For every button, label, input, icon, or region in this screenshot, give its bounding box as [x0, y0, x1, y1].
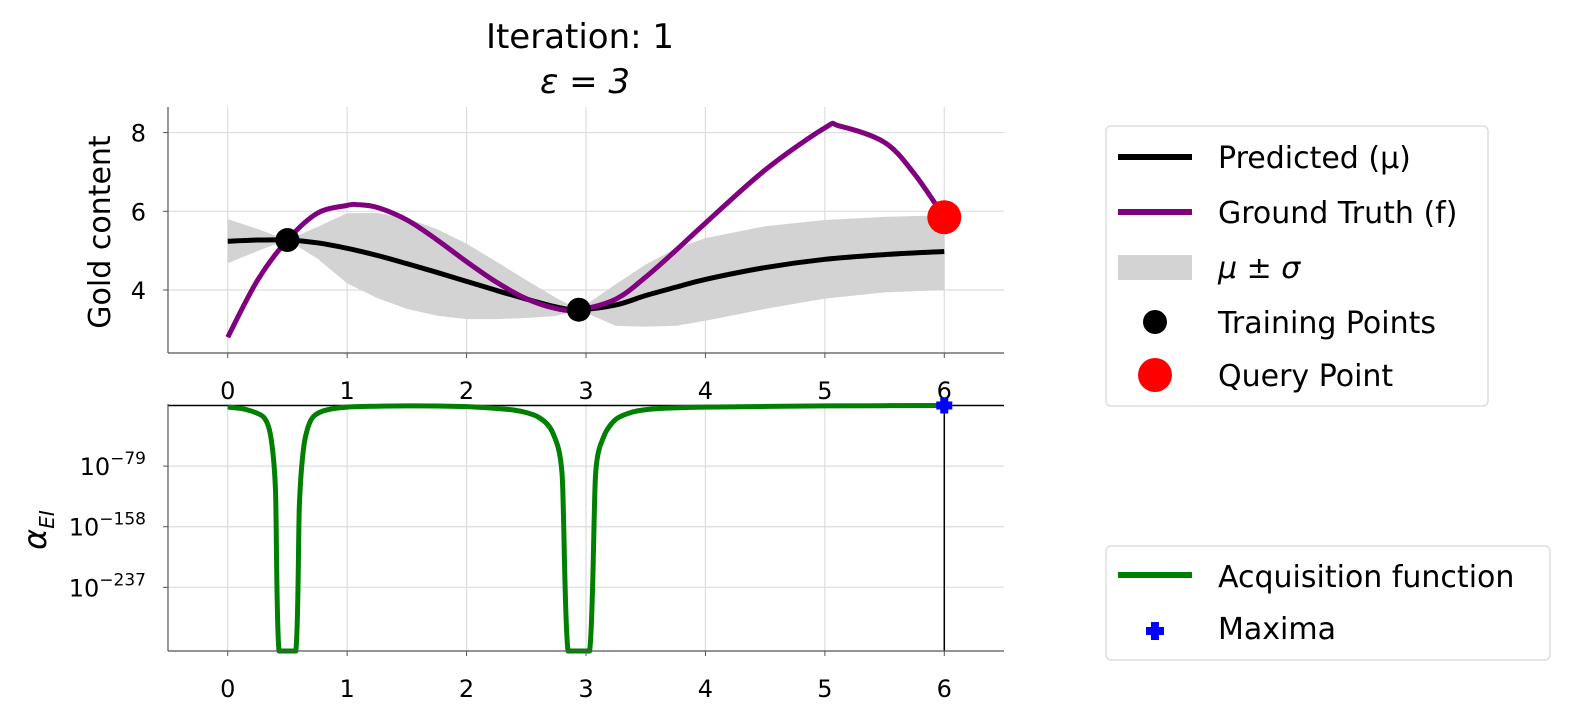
legend-label-predicted: Predicted (μ): [1218, 141, 1411, 176]
legend-label-training: Training Points: [1217, 306, 1436, 341]
top-ytick-label: 8: [131, 120, 146, 148]
bottom-xtick-label: 5: [817, 675, 832, 703]
top-xtick-label: 1: [340, 377, 355, 405]
bottom-xtick-label: 0: [220, 675, 235, 703]
top-ytick-label: 6: [131, 198, 146, 226]
bottom-xtick-label: 2: [459, 675, 474, 703]
top-xtick-label: 2: [459, 377, 474, 405]
legend-swatch-maxima: [1146, 622, 1164, 640]
maxima-point: [936, 397, 953, 414]
legend-swatch-training: [1143, 310, 1167, 334]
legend-top: Predicted (μ) Ground Truth (f) μ ± σ Tra…: [1105, 125, 1489, 407]
top-xtick-label: 0: [220, 377, 235, 405]
top-ytick-label: 4: [131, 277, 146, 305]
bottom-ticks: 0 1 2 3 4 5 6 10−79 10−158 10−237: [69, 449, 952, 703]
bottom-panel: 0 1 2 3 4 5 6 10−79 10−158 10−237 αEI: [16, 397, 1004, 703]
legend-label-ground-truth: Ground Truth (f): [1218, 196, 1457, 231]
top-xtick-label: 5: [817, 377, 832, 405]
legend-label-band: μ ± σ: [1217, 251, 1301, 286]
bottom-ytick-label: 10−79: [80, 449, 146, 481]
bottom-xtick-label: 6: [937, 675, 952, 703]
bottom-xtick-label: 1: [340, 675, 355, 703]
legend-label-acquisition: Acquisition function: [1218, 560, 1514, 595]
top-points: [275, 200, 962, 322]
training-point: [566, 297, 591, 322]
legend-swatch-query: [1138, 358, 1172, 392]
bottom-ytick-label: 10−158: [69, 510, 146, 542]
legend-bottom-frame: [1105, 545, 1551, 661]
top-xtick-label: 4: [698, 377, 713, 405]
bottom-ylabel-sub: EI: [35, 510, 59, 529]
top-ylabel: Gold content: [83, 135, 118, 329]
legend-label-maxima: Maxima: [1218, 612, 1336, 647]
bottom-ytick-label: 10−237: [69, 570, 146, 602]
legend-swatch-band: [1118, 255, 1192, 280]
legend-top-frame: [1105, 125, 1489, 407]
training-point: [275, 228, 300, 253]
bottom-xtick-label: 4: [698, 675, 713, 703]
bottom-grid: [168, 404, 1004, 651]
maxima-marker: [936, 397, 953, 414]
uncertainty-band: [227, 212, 945, 327]
legend-bottom: Acquisition function Maxima: [1105, 545, 1551, 661]
chart-subtitle: ε = 3: [540, 62, 630, 102]
bottom-ylabel-main: α: [16, 529, 54, 550]
query-point: [927, 200, 962, 235]
legend-label-query: Query Point: [1218, 359, 1393, 394]
bottom-ylabel: αEI: [16, 510, 59, 550]
ground-truth-line: [225, 120, 947, 339]
chart-title: Iteration: 1: [486, 17, 674, 57]
top-xtick-label: 3: [578, 377, 593, 405]
bottom-xtick-label: 3: [578, 675, 593, 703]
acquisition-function-line: [227, 403, 945, 654]
